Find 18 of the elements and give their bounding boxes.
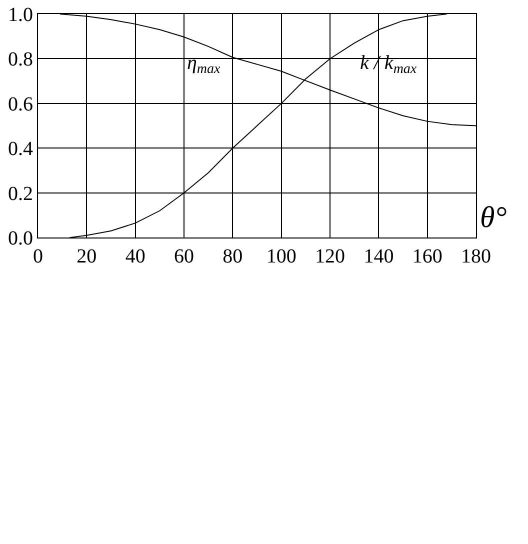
x-tick-label: 0 bbox=[33, 246, 43, 268]
x-tick-label: 20 bbox=[76, 246, 97, 268]
y-tick-label: 0.2 bbox=[8, 182, 33, 205]
x-tick-label: 100 bbox=[266, 246, 296, 268]
series-label: η$_{max}$ bbox=[187, 52, 222, 78]
x-axis-title: θ° bbox=[480, 201, 507, 234]
x-tick-label: 60 bbox=[174, 246, 194, 268]
x-tick-label: 80 bbox=[222, 246, 243, 268]
y-tick-label: 0.0 bbox=[8, 228, 33, 250]
x-tick-label: 160 bbox=[412, 246, 442, 268]
x-tick-label: 180 bbox=[461, 246, 492, 268]
x-tick-label: 40 bbox=[125, 246, 146, 268]
y-tick-label: 0.6 bbox=[8, 93, 33, 116]
y-tick-label: 0.8 bbox=[8, 48, 33, 71]
x-tick-label: 120 bbox=[315, 246, 346, 268]
x-tick-label: 140 bbox=[364, 246, 394, 268]
y-tick-label: 1.0 bbox=[8, 4, 33, 26]
y-tick-label: 0.4 bbox=[8, 138, 33, 160]
